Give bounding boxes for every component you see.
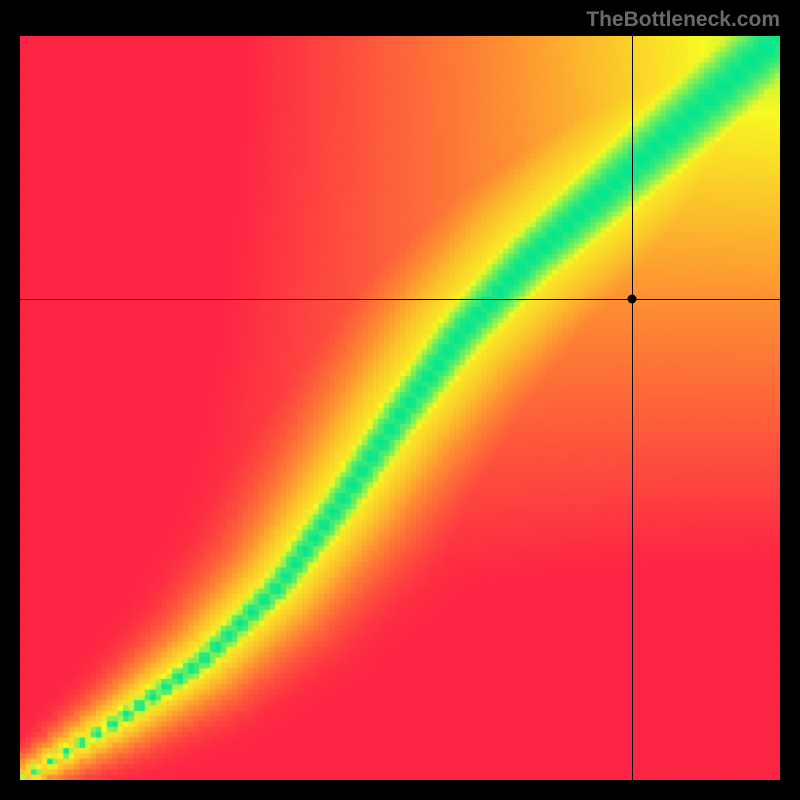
heatmap-chart [20, 36, 780, 780]
crosshair-marker [627, 294, 636, 303]
heatmap-canvas [20, 36, 780, 780]
watermark-text: TheBottleneck.com [586, 8, 780, 32]
crosshair-horizontal [20, 299, 780, 300]
crosshair-vertical [632, 36, 633, 780]
